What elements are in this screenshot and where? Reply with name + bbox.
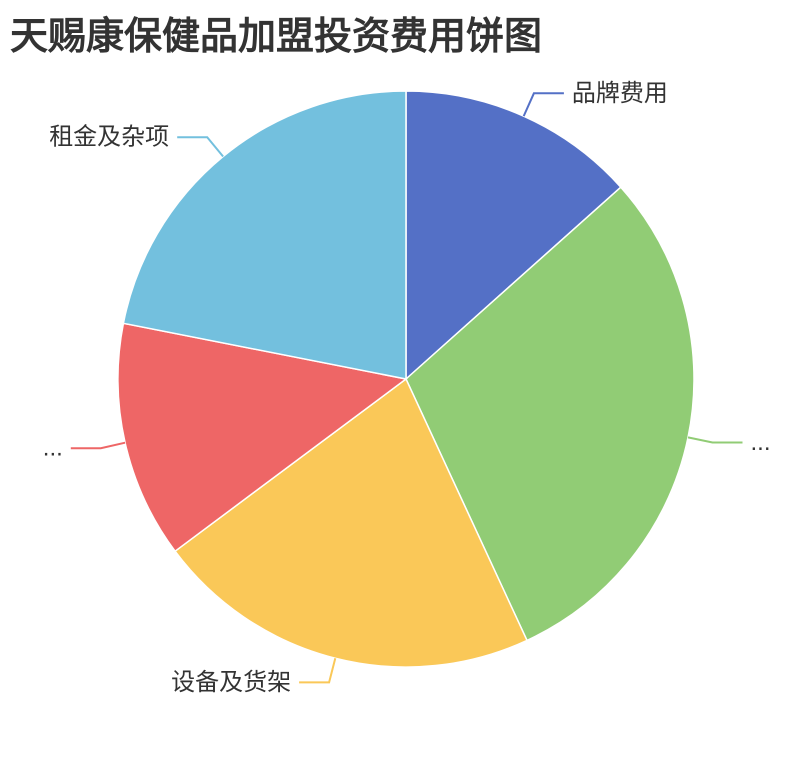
slice-label-1: ... <box>751 429 771 456</box>
label-leader-line-2 <box>299 657 337 684</box>
slice-label-0: 品牌费用 <box>572 80 668 107</box>
pie-slice-1[interactable] <box>405 186 695 642</box>
label-leader-line-4 <box>177 136 224 158</box>
slice-label-3: ... <box>43 435 63 462</box>
slice-label-2: 设备及货架 <box>171 669 291 696</box>
label-leader-line-3 <box>70 441 126 450</box>
label-leader-line-0 <box>522 92 564 117</box>
chart-title: 天赐康保健品加盟投资费用饼图 <box>10 16 543 58</box>
pie-slice-4[interactable] <box>122 90 407 380</box>
pie-slice-0[interactable] <box>405 90 622 381</box>
slice-label-4: 租金及杂项 <box>49 124 169 151</box>
label-leader-line-1 <box>687 436 743 444</box>
